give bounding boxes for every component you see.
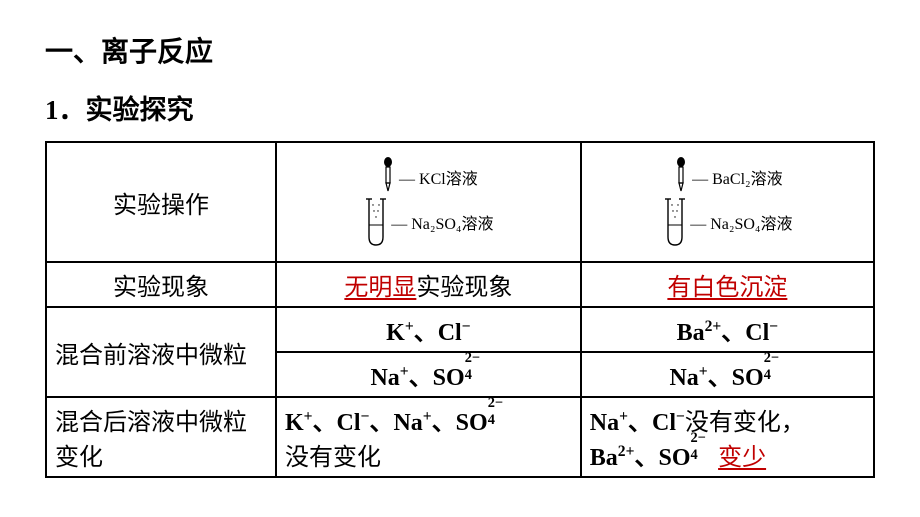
dropper-label-1: — KCl溶液 (399, 165, 478, 189)
tube-label-2: — Na₂SO₄溶液 (690, 210, 792, 234)
experiment-table: 实验操作 — KCl溶液 (45, 141, 875, 478)
after-2: Na+、Cl−没有变化， Ba2+、SO2−4 变少 (581, 397, 874, 477)
diagram-cell-1: — KCl溶液 — Na₂SO₄溶液 (276, 142, 581, 262)
phenomenon-1: 无明显实验现象 (276, 262, 581, 307)
test-tube-icon (662, 197, 688, 247)
table-row: 实验操作 — KCl溶液 (46, 142, 874, 262)
table-row: 混合前溶液中微粒 K+、Cl− Ba2+、Cl− (46, 307, 874, 352)
phenomenon-2: 有白色沉淀 (581, 262, 874, 307)
tube-label-1: — Na₂SO₄溶液 (391, 210, 493, 234)
test-tube-icon (363, 197, 389, 247)
before-2-top: Ba2+、Cl− (581, 307, 874, 352)
after-1: K+、Cl−、Na+、SO2−4 没有变化 (276, 397, 581, 477)
dropper-icon (379, 157, 397, 197)
before-1-bot: Na+、SO2−4 (276, 352, 581, 397)
row-label-phenomenon: 实验现象 (46, 262, 276, 307)
dropper-icon (672, 157, 690, 197)
before-1-top: K+、Cl− (276, 307, 581, 352)
subsection-title: 1．实验探究 (45, 88, 875, 127)
section-title: 一、离子反应 (45, 30, 875, 70)
table-row: 实验现象 无明显实验现象 有白色沉淀 (46, 262, 874, 307)
diagram-cell-2: — BaCl₂溶液 — Na₂SO₄溶液 (581, 142, 874, 262)
dropper-label-2: — BaCl₂溶液 (692, 165, 782, 189)
before-2-bot: Na+、SO2−4 (581, 352, 874, 397)
row-label-operation: 实验操作 (46, 142, 276, 262)
row-label-before: 混合前溶液中微粒 (46, 307, 276, 397)
row-label-after: 混合后溶液中微粒变化 (46, 397, 276, 477)
